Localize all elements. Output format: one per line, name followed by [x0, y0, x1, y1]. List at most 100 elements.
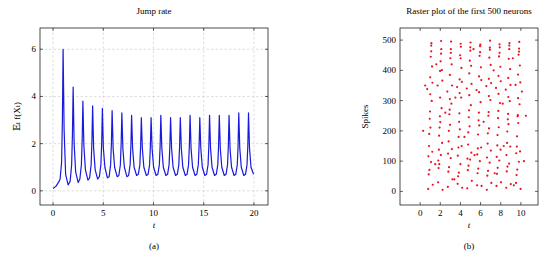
spike	[466, 87, 468, 89]
x-tick-label: 0	[51, 208, 56, 218]
spike	[473, 154, 475, 156]
spike	[516, 135, 518, 137]
tick	[460, 28, 461, 31]
spike	[466, 158, 468, 160]
spike	[470, 152, 472, 154]
spike	[505, 187, 507, 189]
spike	[460, 96, 462, 98]
spike	[518, 103, 520, 105]
spike	[468, 125, 470, 127]
spike	[516, 169, 518, 171]
spike	[430, 50, 432, 52]
tick	[40, 190, 43, 191]
spike	[469, 50, 471, 52]
marks	[422, 40, 527, 191]
tick	[203, 28, 204, 31]
spike	[498, 159, 500, 161]
spike	[506, 130, 508, 132]
tick	[103, 28, 104, 31]
spike	[449, 98, 451, 100]
spike	[428, 133, 430, 135]
spike	[446, 90, 448, 92]
spike	[498, 43, 500, 45]
spike	[497, 110, 499, 112]
spike	[517, 73, 519, 75]
spike	[468, 109, 470, 111]
spike	[498, 52, 500, 54]
y-label: Spikes	[360, 104, 370, 129]
spike	[486, 175, 488, 177]
spike	[469, 46, 471, 48]
grid-line	[40, 190, 268, 191]
tick	[40, 49, 43, 50]
tick	[265, 49, 268, 50]
spike	[499, 46, 501, 48]
spike	[500, 181, 502, 183]
tick	[153, 28, 154, 31]
spike	[451, 63, 453, 65]
y-tick-label: 2	[32, 139, 37, 149]
spike	[490, 182, 492, 184]
tick	[53, 28, 54, 31]
caption: (b)	[464, 241, 475, 251]
spike	[461, 187, 463, 189]
spike	[476, 153, 478, 155]
spike	[440, 154, 442, 156]
spike	[469, 159, 471, 161]
spike	[467, 131, 469, 133]
spike	[442, 189, 444, 191]
spike	[451, 148, 453, 150]
spike	[497, 117, 499, 119]
spike	[497, 167, 499, 169]
spike	[515, 174, 517, 176]
spike	[468, 116, 470, 118]
y-tick-label: 0	[392, 186, 397, 196]
spike	[428, 145, 430, 147]
spike	[508, 42, 510, 44]
spike	[429, 118, 431, 120]
spike	[495, 185, 497, 187]
spike	[453, 178, 455, 180]
spike	[468, 94, 470, 96]
spike	[441, 107, 443, 109]
y-tick-label: 400	[383, 65, 397, 75]
tick	[535, 70, 538, 71]
spike	[436, 84, 438, 86]
spike	[429, 93, 431, 95]
spike	[517, 97, 519, 99]
spike	[479, 44, 481, 46]
y-label: 𝔼ₜ f(Xₜ)	[12, 102, 22, 131]
x-tick-label: 4	[458, 208, 463, 218]
spike	[477, 119, 479, 121]
tick	[460, 202, 461, 205]
y-tick-label: 300	[383, 96, 397, 106]
tick	[520, 202, 521, 205]
spike	[498, 126, 500, 128]
spike	[461, 145, 463, 147]
spike	[447, 152, 449, 154]
spike	[439, 121, 441, 123]
spike	[512, 57, 514, 59]
x-tick-label: 8	[498, 208, 503, 218]
spike	[515, 152, 517, 154]
tick	[400, 70, 403, 71]
grid-line	[40, 49, 268, 50]
spike	[437, 159, 439, 161]
spike	[438, 149, 440, 151]
spike	[480, 79, 482, 81]
spike	[440, 53, 442, 55]
spike	[469, 41, 471, 43]
spike	[508, 48, 510, 50]
tick	[400, 161, 403, 162]
spike	[428, 169, 430, 171]
spike	[506, 170, 508, 172]
spike	[488, 111, 490, 113]
spike	[479, 160, 481, 162]
spike	[477, 147, 479, 149]
spike	[450, 103, 452, 105]
spike	[514, 84, 516, 86]
spike	[459, 78, 461, 80]
x-label: t	[153, 220, 156, 230]
tick	[500, 28, 501, 31]
spike	[438, 126, 440, 128]
